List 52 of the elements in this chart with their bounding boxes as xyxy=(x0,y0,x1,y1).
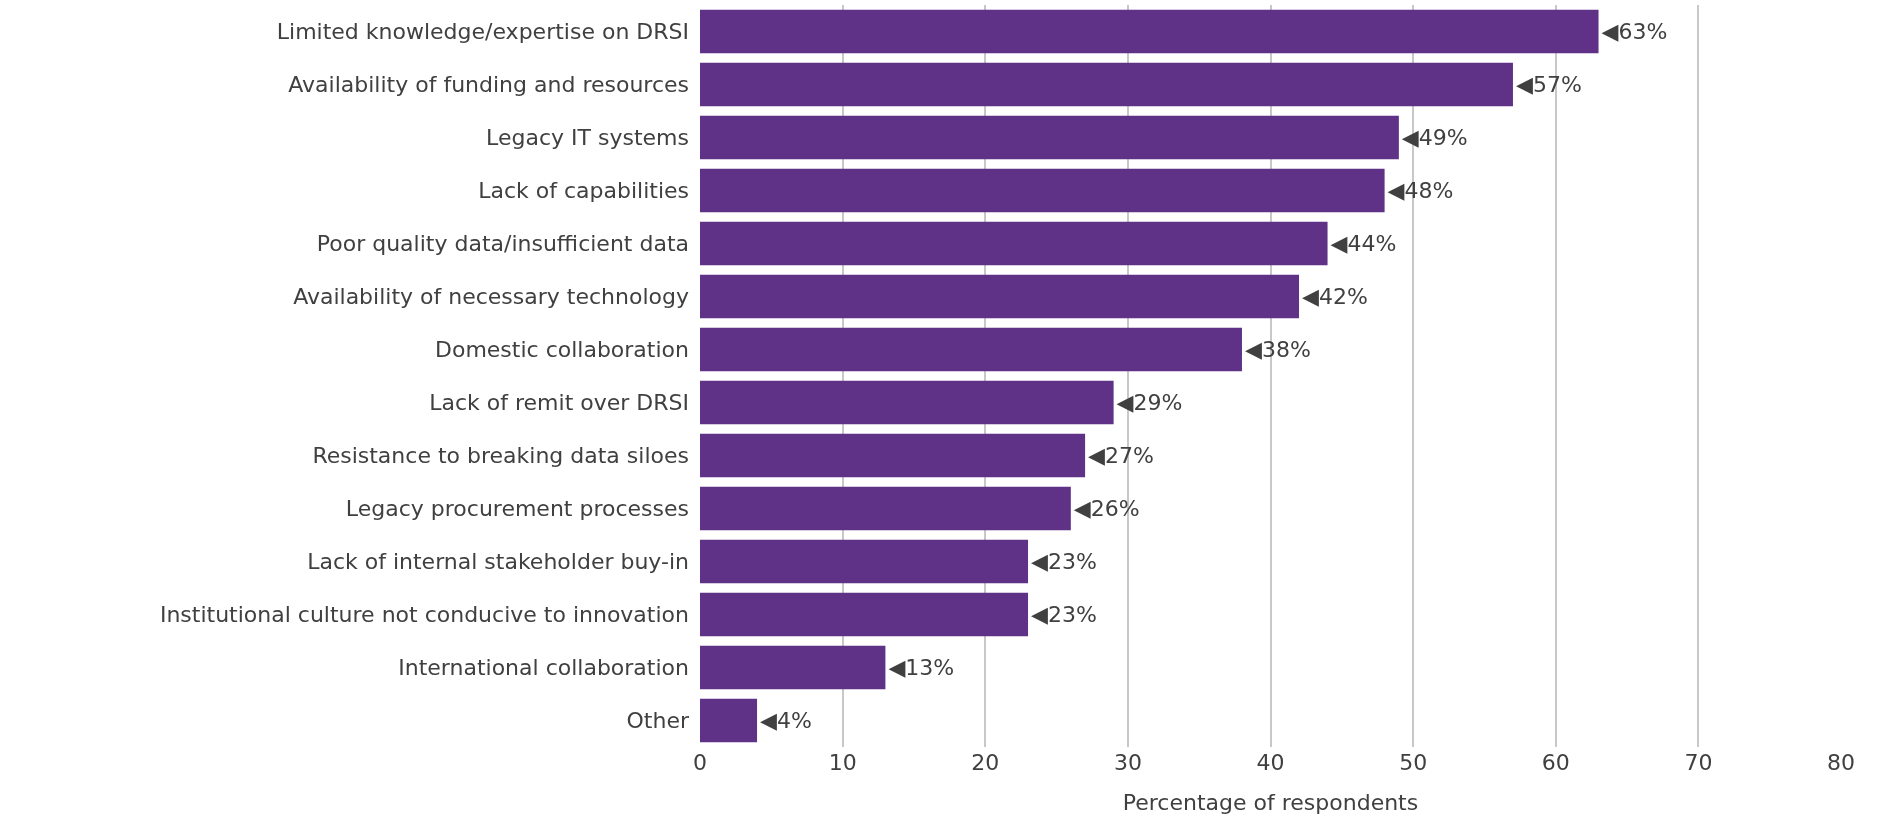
bar xyxy=(700,380,1114,425)
x-tick-label: 80 xyxy=(1827,750,1855,775)
bar xyxy=(700,62,1513,107)
bar xyxy=(700,698,758,743)
bar xyxy=(700,221,1328,266)
data-label: ◀4% xyxy=(760,708,812,733)
x-tick-label: 70 xyxy=(1684,750,1713,775)
x-tick-label: 30 xyxy=(1113,750,1142,775)
x-tick-label: 10 xyxy=(828,750,857,775)
x-tick-label: 40 xyxy=(1256,750,1285,775)
y-tick-label: Lack of internal stakeholder buy-in xyxy=(307,549,689,575)
bar xyxy=(700,645,886,690)
data-label: ◀26% xyxy=(1073,496,1140,521)
y-tick-label: Domestic collaboration xyxy=(434,337,689,363)
y-tick-label: Other xyxy=(626,708,690,734)
data-label: ◀57% xyxy=(1515,72,1582,97)
y-tick-label: Resistance to breaking data siloes xyxy=(312,443,689,469)
y-tick-label: Availability of necessary technology xyxy=(293,284,689,310)
y-tick-label: International collaboration xyxy=(398,655,689,681)
bar xyxy=(700,168,1385,213)
data-label: ◀13% xyxy=(888,655,955,680)
bar xyxy=(700,327,1242,372)
data-label: ◀44% xyxy=(1330,231,1397,256)
data-label: ◀29% xyxy=(1116,390,1183,415)
data-label: ◀23% xyxy=(1031,549,1097,574)
data-label: ◀27% xyxy=(1088,443,1154,468)
y-tick-label: Institutional culture not conducive to innovation xyxy=(159,602,689,628)
y-tick-label: Legacy procurement processes xyxy=(345,496,689,522)
y-tick-label: Legacy IT systems xyxy=(486,125,689,151)
y-tick-label: Poor quality data/insufficient data xyxy=(316,231,689,257)
data-label: ◀63% xyxy=(1601,19,1668,44)
bar xyxy=(700,274,1300,319)
bar xyxy=(700,9,1599,54)
data-label: ◀49% xyxy=(1401,125,1468,150)
x-tick-label: 20 xyxy=(971,750,1000,775)
data-label: ◀48% xyxy=(1387,178,1454,203)
bar xyxy=(700,433,1086,478)
y-tick-label: Lack of remit over DRSI xyxy=(429,390,689,416)
y-tick-label: Availability of funding and resources xyxy=(288,72,689,98)
data-label: ◀38% xyxy=(1244,337,1311,362)
y-tick-label: Lack of capabilities xyxy=(478,178,689,204)
bar xyxy=(700,115,1399,160)
bar xyxy=(700,539,1029,584)
bar xyxy=(700,592,1029,637)
data-label: ◀23% xyxy=(1031,602,1097,627)
data-label: ◀42% xyxy=(1302,284,1368,309)
y-tick-label: Limited knowledge/expertise on DRSI xyxy=(276,19,689,45)
bar xyxy=(700,486,1071,531)
x-tick-label: 0 xyxy=(693,750,707,775)
x-tick-label: 50 xyxy=(1399,750,1428,775)
x-axis-title: Percentage of respondents xyxy=(1122,789,1419,815)
x-tick-label: 60 xyxy=(1541,750,1570,775)
